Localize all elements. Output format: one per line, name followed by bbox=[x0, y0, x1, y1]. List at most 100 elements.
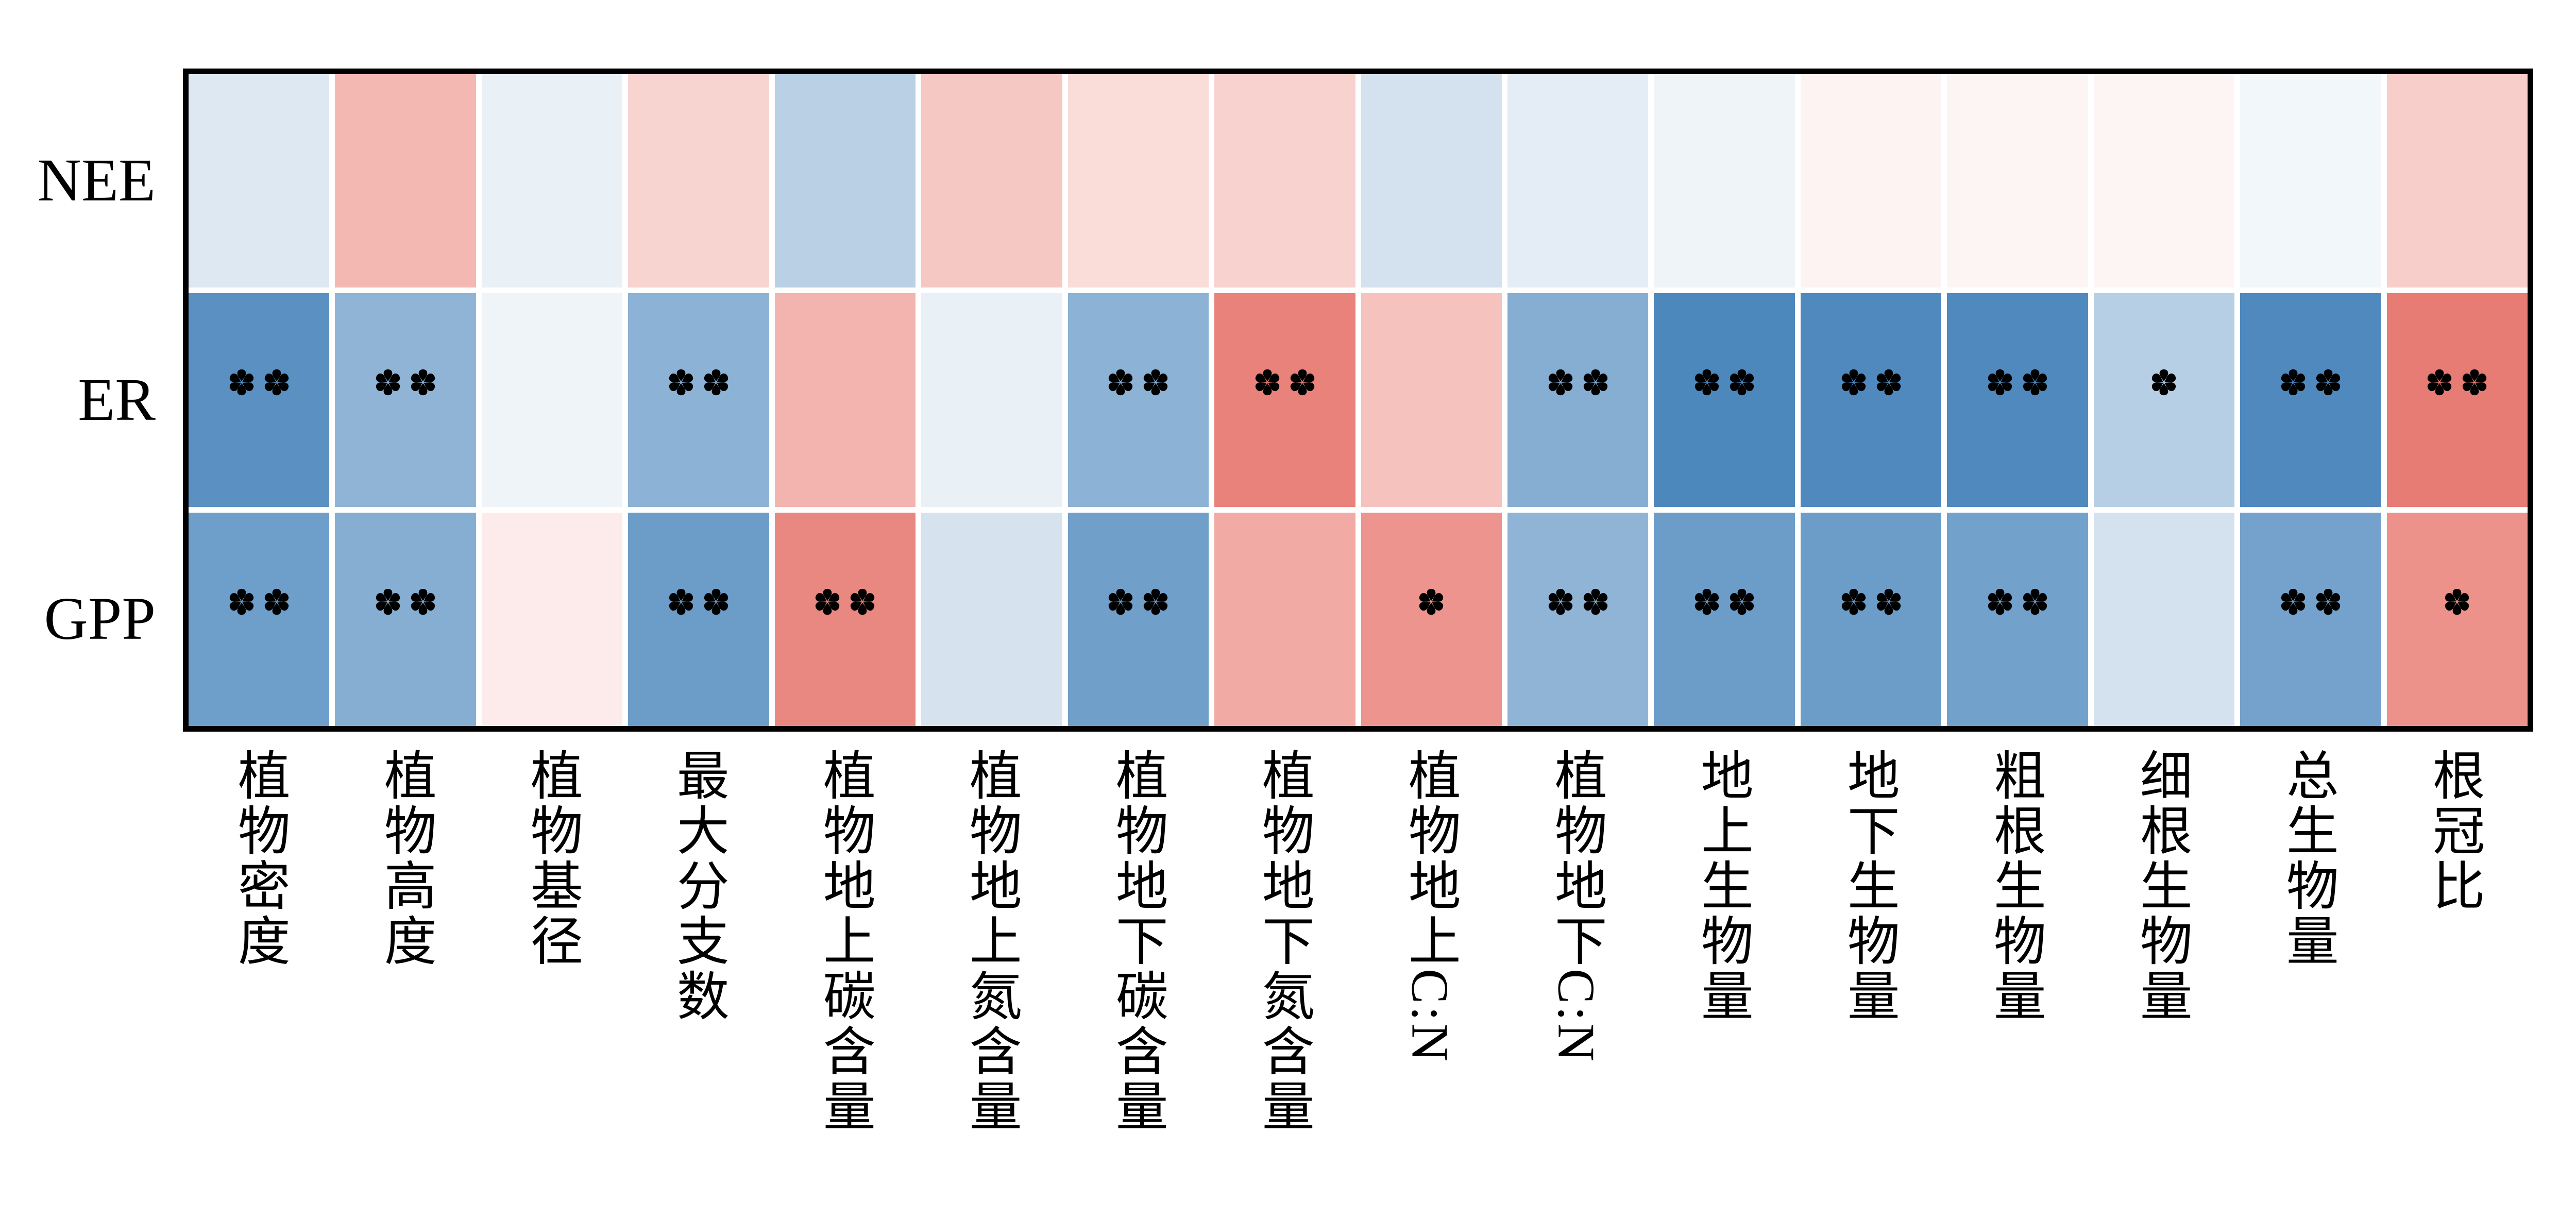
column-label-10: 植物地下C:N bbox=[1505, 748, 1646, 1217]
column-label-text: 植物地上C:N bbox=[1400, 748, 1459, 1064]
significance-marker bbox=[2280, 588, 2342, 615]
asterisk-icon bbox=[2316, 369, 2341, 396]
heatmap-cell-nee-col15 bbox=[2240, 74, 2381, 288]
heatmap-cell-gpp-col12 bbox=[1800, 512, 1942, 726]
asterisk-icon bbox=[669, 369, 693, 396]
heatmap-cell-er-col9 bbox=[1361, 293, 1502, 507]
asterisk-icon bbox=[1290, 369, 1314, 396]
column-label-12: 地下生物量 bbox=[1798, 748, 1939, 1217]
significance-marker bbox=[1254, 369, 1316, 396]
heatmap-cell-er-col3 bbox=[481, 293, 623, 507]
asterisk-icon bbox=[376, 588, 400, 615]
column-label-4: 最大分支数 bbox=[628, 748, 768, 1217]
heatmap-cell-er-col5 bbox=[774, 293, 916, 507]
heatmap-cell-er-col10 bbox=[1507, 293, 1649, 507]
asterisk-icon bbox=[2281, 369, 2306, 396]
asterisk-icon bbox=[1841, 369, 1866, 396]
heatmap-cell-er-col13 bbox=[1947, 293, 2088, 507]
significance-marker bbox=[1987, 588, 2048, 615]
asterisk-icon bbox=[376, 369, 400, 396]
significance-marker bbox=[1418, 588, 1445, 615]
asterisk-icon bbox=[1144, 588, 1168, 615]
heatmap-cell-nee-col14 bbox=[2093, 74, 2235, 288]
asterisk-icon bbox=[1876, 588, 1901, 615]
column-label-16: 根冠比 bbox=[2383, 748, 2524, 1217]
significance-marker bbox=[1693, 369, 1755, 396]
heatmap-cell-nee-col6 bbox=[921, 74, 1062, 288]
column-label-7: 植物地下碳含量 bbox=[1066, 748, 1207, 1217]
heatmap-cell-er-col1 bbox=[189, 293, 330, 507]
heatmap-cell-er-col2 bbox=[335, 293, 476, 507]
heatmap-cell-gpp-col15 bbox=[2240, 512, 2381, 726]
asterisk-icon bbox=[1841, 588, 1866, 615]
column-label-14: 细根生物量 bbox=[2091, 748, 2231, 1217]
heatmap-cell-gpp-col2 bbox=[335, 512, 476, 726]
heatmap-cell-gpp-col14 bbox=[2093, 512, 2235, 726]
asterisk-icon bbox=[1730, 588, 1754, 615]
significance-marker bbox=[814, 588, 876, 615]
column-label-1: 植物密度 bbox=[189, 748, 329, 1217]
significance-marker bbox=[375, 369, 436, 396]
asterisk-icon bbox=[264, 369, 289, 396]
significance-marker bbox=[1547, 588, 1609, 615]
asterisk-icon bbox=[264, 588, 289, 615]
heatmap-cell-er-col12 bbox=[1800, 293, 1942, 507]
asterisk-icon bbox=[1694, 588, 1719, 615]
heatmap-cell-gpp-col5 bbox=[774, 512, 916, 726]
heatmap-cell-nee-col10 bbox=[1507, 74, 1649, 288]
asterisk-icon bbox=[2316, 588, 2341, 615]
asterisk-icon bbox=[2445, 588, 2469, 615]
column-label-13: 粗根生物量 bbox=[1944, 748, 2085, 1217]
heatmap-cell-nee-col3 bbox=[481, 74, 623, 288]
asterisk-icon bbox=[1144, 369, 1168, 396]
significance-marker bbox=[1987, 369, 2048, 396]
heatmap-cell-gpp-col13 bbox=[1947, 512, 2088, 726]
asterisk-icon bbox=[1988, 369, 2012, 396]
significance-marker bbox=[2150, 369, 2177, 396]
asterisk-icon bbox=[229, 369, 253, 396]
column-label-9: 植物地上C:N bbox=[1359, 748, 1500, 1217]
column-label-11: 地上生物量 bbox=[1652, 748, 1792, 1217]
heatmap-cell-nee-col5 bbox=[774, 74, 916, 288]
asterisk-icon bbox=[1694, 369, 1719, 396]
heatmap-cell-er-col15 bbox=[2240, 293, 2381, 507]
column-label-text: 植物地下C:N bbox=[1547, 748, 1605, 1064]
heatmap-cell-er-col4 bbox=[628, 293, 769, 507]
column-label-6: 植物地上氮含量 bbox=[920, 748, 1061, 1217]
column-label-text: 植物地下碳含量 bbox=[1108, 748, 1166, 1134]
significance-marker bbox=[2444, 588, 2470, 615]
heatmap-cell-gpp-col10 bbox=[1507, 512, 1649, 726]
heatmap-cell-nee-col11 bbox=[1654, 74, 1795, 288]
row-label-gpp: GPP bbox=[44, 585, 156, 652]
column-label-3: 植物基径 bbox=[481, 748, 622, 1217]
significance-marker bbox=[228, 369, 290, 396]
significance-marker bbox=[2280, 369, 2342, 396]
column-label-text: 植物基径 bbox=[522, 748, 581, 969]
asterisk-icon bbox=[2023, 588, 2047, 615]
heatmap-cell-gpp-col3 bbox=[481, 512, 623, 726]
heatmap-cell-gpp-col8 bbox=[1214, 512, 1355, 726]
significance-marker bbox=[668, 588, 730, 615]
column-label-text: 根冠比 bbox=[2425, 748, 2483, 914]
row-label-nee: NEE bbox=[37, 146, 156, 214]
asterisk-icon bbox=[1583, 369, 1607, 396]
column-label-text: 地上生物量 bbox=[1693, 748, 1752, 1024]
asterisk-icon bbox=[1988, 588, 2012, 615]
significance-marker bbox=[1840, 369, 1902, 396]
heatmap-cell-nee-col7 bbox=[1067, 74, 1209, 288]
heatmap-cell-gpp-col7 bbox=[1067, 512, 1209, 726]
heatmap-cell-nee-col8 bbox=[1214, 74, 1355, 288]
column-label-text: 地下生物量 bbox=[1839, 748, 1898, 1024]
heatmap-cell-nee-col4 bbox=[628, 74, 769, 288]
column-label-text: 细根生物量 bbox=[2132, 748, 2191, 1024]
heatmap-grid bbox=[183, 69, 2533, 732]
heatmap-cell-gpp-col11 bbox=[1654, 512, 1795, 726]
heatmap-cell-nee-col1 bbox=[189, 74, 330, 288]
asterisk-icon bbox=[2281, 588, 2306, 615]
heatmap-cell-gpp-col9 bbox=[1361, 512, 1502, 726]
column-label-text: 最大分支数 bbox=[669, 748, 727, 1024]
asterisk-icon bbox=[704, 588, 728, 615]
column-label-text: 植物地上氮含量 bbox=[961, 748, 1020, 1134]
asterisk-icon bbox=[1548, 588, 1572, 615]
